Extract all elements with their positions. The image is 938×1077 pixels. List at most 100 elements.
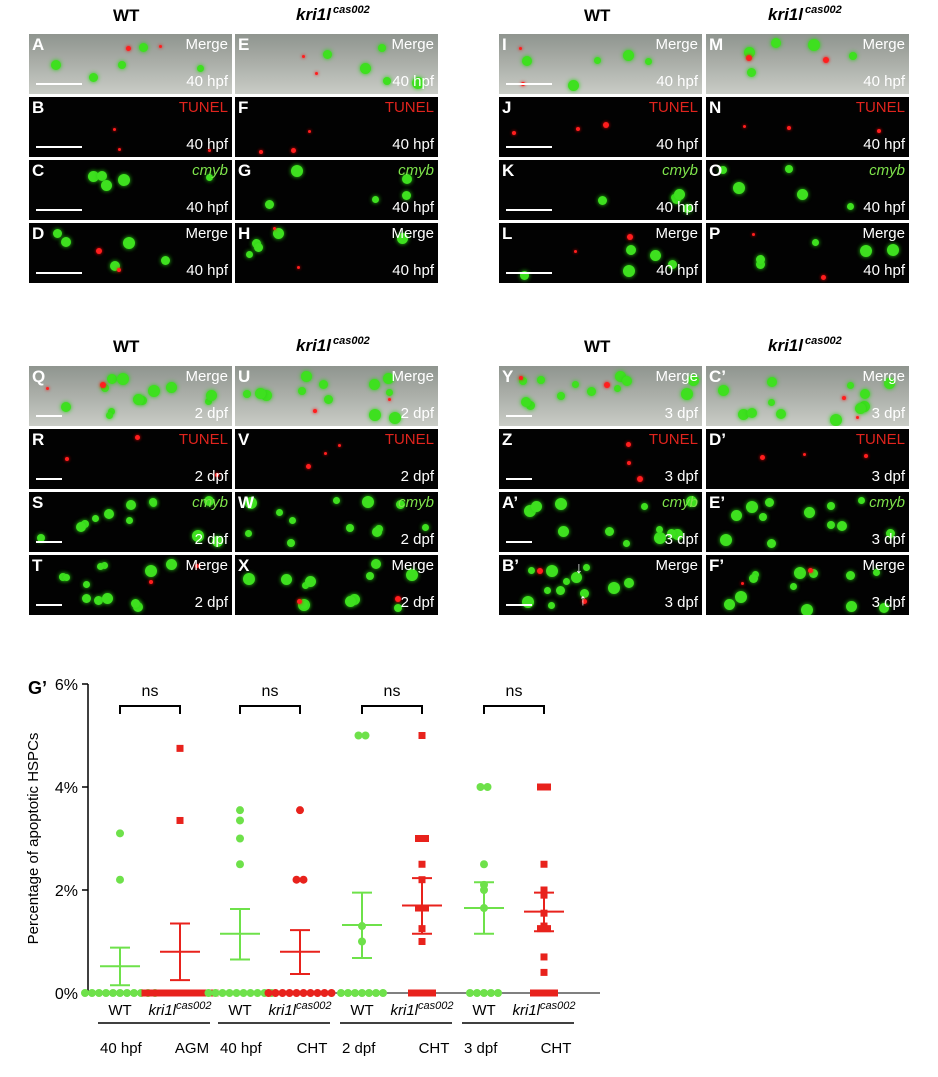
y-tick-label: 4% <box>55 780 78 797</box>
hspc-cell-green <box>101 180 112 191</box>
panel-channel-label: Merge <box>391 368 434 385</box>
hspc-cell-green <box>873 569 880 576</box>
x-category-label: kri1lcas002 <box>513 1000 576 1019</box>
apoptotic-cell-red <box>637 476 643 482</box>
panel-letter: D <box>32 224 45 243</box>
panel-timepoint: 40 hpf <box>863 136 905 153</box>
data-point <box>422 904 429 912</box>
hspc-cell-green <box>319 380 328 389</box>
apoptotic-cell-red <box>215 473 219 477</box>
data-point <box>271 989 280 997</box>
panel-timepoint: 40 hpf <box>392 73 434 90</box>
micrograph-panel-x: X Merge 2 dpf <box>235 555 438 615</box>
data-point <box>473 989 481 997</box>
micrograph-panel-h: H Merge 40 hpf <box>235 223 438 283</box>
hspc-cell-green <box>886 529 895 538</box>
hspc-cell-green <box>557 392 565 400</box>
hspc-cell-green <box>650 250 661 261</box>
scale-bar <box>36 146 82 148</box>
data-point <box>88 989 96 997</box>
hspc-cell-green <box>346 524 354 532</box>
hspc-cell-green <box>797 189 808 200</box>
data-point <box>327 989 336 997</box>
significance-bracket <box>483 705 545 714</box>
x-category-label: WT <box>472 1002 495 1019</box>
data-point <box>418 860 426 868</box>
data-point <box>253 989 262 997</box>
hspc-cell-green <box>531 501 542 512</box>
hspc-cell-green <box>369 409 381 421</box>
header-mutant-2: kri1l cas002 <box>768 4 842 24</box>
hspc-cell-green <box>846 571 855 580</box>
panel-channel-label: Merge <box>391 225 434 242</box>
hspc-cell-green <box>556 586 565 595</box>
data-point <box>540 860 548 868</box>
data-point <box>494 989 502 997</box>
hspc-cell-green <box>378 44 386 52</box>
panel-timepoint: 3 dpf <box>871 594 905 611</box>
hspc-cell-green <box>243 573 255 585</box>
data-point <box>169 989 177 997</box>
panel-letter: Z <box>502 430 513 449</box>
hspc-cell-green <box>683 204 692 213</box>
hspc-cell-green <box>614 385 621 392</box>
hspc-cell-green <box>212 536 223 547</box>
hspc-cell-green <box>520 271 529 280</box>
data-point <box>320 989 329 997</box>
hspc-cell-green <box>106 412 113 419</box>
hspc-cell-green <box>291 165 303 177</box>
data-point <box>415 989 422 997</box>
panel-letter: F <box>238 98 249 117</box>
hspc-cell-green <box>771 38 781 48</box>
hspc-cell-green <box>197 65 204 72</box>
hspc-cell-green <box>855 403 866 414</box>
data-point <box>246 989 255 997</box>
panel-letter: F’ <box>709 556 725 575</box>
data-point <box>361 731 370 740</box>
scale-bar <box>36 272 82 274</box>
panel-channel-label: Merge <box>862 225 905 242</box>
hspc-cell-green <box>61 237 71 247</box>
micrograph-panel-q: Q Merge 2 dpf <box>29 366 232 426</box>
hspc-cell-green <box>204 496 214 506</box>
hspc-cell-green <box>397 233 408 244</box>
scale-bar <box>36 415 62 417</box>
hspc-cell-green <box>790 583 797 590</box>
apoptotic-cell-red <box>338 444 341 447</box>
data-point <box>232 989 241 997</box>
hspc-cell-green <box>555 498 567 510</box>
panel-timepoint: 40 hpf <box>392 136 434 153</box>
apoptotic-cell-red <box>291 148 296 153</box>
data-point <box>236 834 244 843</box>
hspc-cell-green <box>305 576 316 587</box>
arrow-down-icon: ↓ <box>575 560 583 577</box>
data-point <box>422 989 429 997</box>
data-point <box>225 989 234 997</box>
hspc-cell-green <box>345 596 356 607</box>
significance-label: ns <box>262 683 279 700</box>
hspc-cell-green <box>827 521 835 529</box>
data-point <box>487 989 495 997</box>
hspc-cell-green <box>362 496 374 508</box>
hspc-cell-green <box>406 569 418 581</box>
scale-bar <box>36 209 82 211</box>
header-mutant-4: kri1l cas002 <box>768 335 842 355</box>
data-point <box>211 989 220 997</box>
panel-channel-label: TUNEL <box>384 431 434 448</box>
significance-label: ns <box>384 683 401 700</box>
hspc-cell-green <box>608 582 620 594</box>
panel-letter: U <box>238 367 251 386</box>
panel-timepoint: 2 dpf <box>400 468 434 485</box>
panel-timepoint: 40 hpf <box>656 262 698 279</box>
group-tissue-label: CHT <box>297 1040 328 1057</box>
apoptotic-cell-red <box>259 150 263 154</box>
chart-panel-label: G’ <box>28 678 48 698</box>
apoptotic-cell-red <box>297 266 300 269</box>
data-point <box>418 938 426 945</box>
panel-channel-label: Merge <box>655 557 698 574</box>
data-point <box>116 989 124 997</box>
panel-letter: L <box>502 224 513 243</box>
hspc-cell-green <box>558 526 569 537</box>
data-point <box>418 732 426 739</box>
panel-timepoint: 40 hpf <box>186 136 228 153</box>
